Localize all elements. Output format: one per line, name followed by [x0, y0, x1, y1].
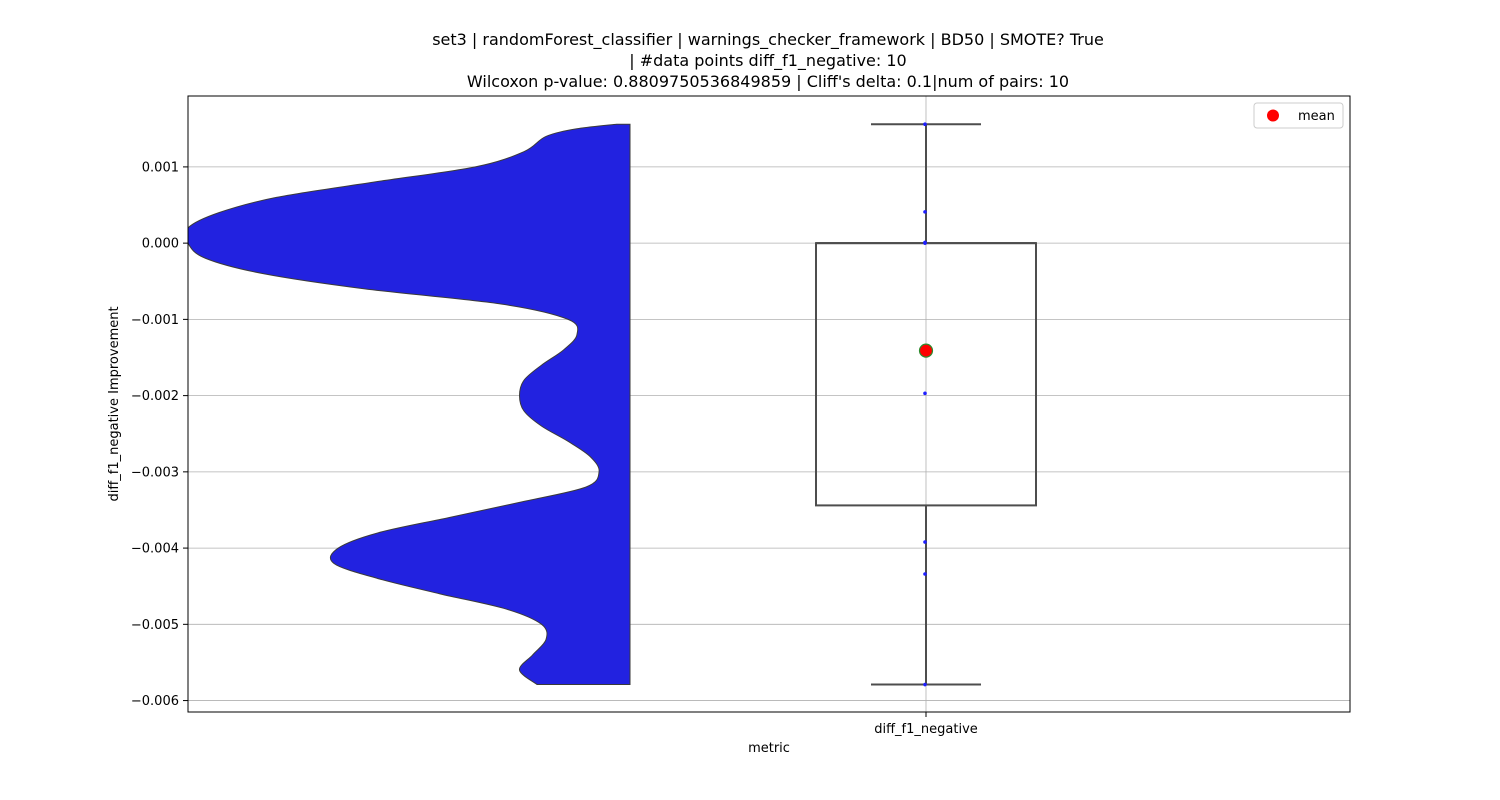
legend: mean — [1253, 102, 1344, 129]
violin-group — [188, 123, 631, 686]
chart-title-line-1: set3 | randomForest_classifier | warning… — [432, 30, 1104, 49]
data-point — [923, 682, 927, 687]
chart-title-line-3: Wilcoxon p-value: 0.8809750536849859 | C… — [466, 72, 1070, 91]
data-point — [923, 540, 927, 544]
y-tick-label: −0.004 — [131, 542, 179, 557]
y-tick-label: −0.005 — [131, 618, 179, 633]
violin-body — [188, 123, 631, 686]
legend-frame — [1253, 102, 1344, 129]
x-axis-ticks: diff_f1_negative — [874, 712, 978, 737]
y-axis-label: diff_f1_negative Improvement — [107, 306, 122, 501]
chart-title-line-2: | #data points diff_f1_negative: 10 — [629, 51, 907, 70]
x-tick-label: diff_f1_negative — [874, 722, 978, 737]
y-tick-label: −0.003 — [131, 465, 179, 480]
data-points-group — [918, 122, 934, 687]
data-point — [923, 391, 927, 396]
x-axis-label: metric — [748, 741, 790, 756]
plot-frame — [187, 95, 1351, 713]
data-point — [923, 572, 927, 576]
legend-mean-label: mean — [1298, 109, 1335, 124]
y-tick-label: −0.001 — [131, 313, 179, 328]
y-tick-label: 0.001 — [142, 160, 179, 175]
y-tick-label: −0.002 — [131, 389, 179, 404]
y-tick-label: −0.006 — [131, 694, 179, 709]
y-axis-ticks: 0.001 0.000 −0.001 −0.002 −0.003 −0.004 −0.005… — [131, 160, 188, 709]
legend-mean-marker — [1267, 109, 1279, 122]
data-point — [923, 122, 927, 127]
mean-marker — [918, 343, 934, 358]
y-tick-label: 0.000 — [142, 237, 179, 252]
data-point — [923, 241, 927, 245]
data-point — [923, 210, 927, 214]
